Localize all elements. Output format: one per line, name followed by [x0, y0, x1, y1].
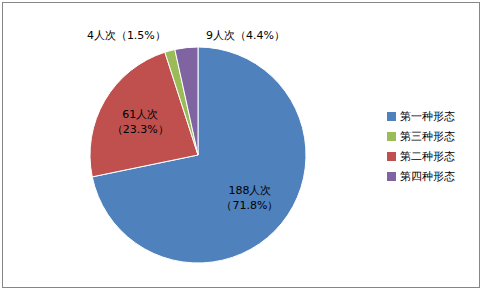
html-text:第二种形态: 第二种形态	[400, 149, 455, 163]
svg-text:61人次（23.3%）: 61人次（23.3%）	[112, 108, 169, 136]
html-text:第四种形态: 第四种形态	[400, 169, 455, 183]
svg-text:9人次（4.4%）: 9人次（4.4%）	[206, 29, 285, 42]
svg-text:188人次（71.8%）: 188人次（71.8%）	[221, 184, 278, 212]
html-text:第三种形态: 第三种形态	[400, 129, 455, 143]
svg-text:4人次（1.5%）: 4人次（1.5%）	[87, 29, 166, 42]
html-text:第一种形态: 第一种形态	[400, 109, 455, 123]
